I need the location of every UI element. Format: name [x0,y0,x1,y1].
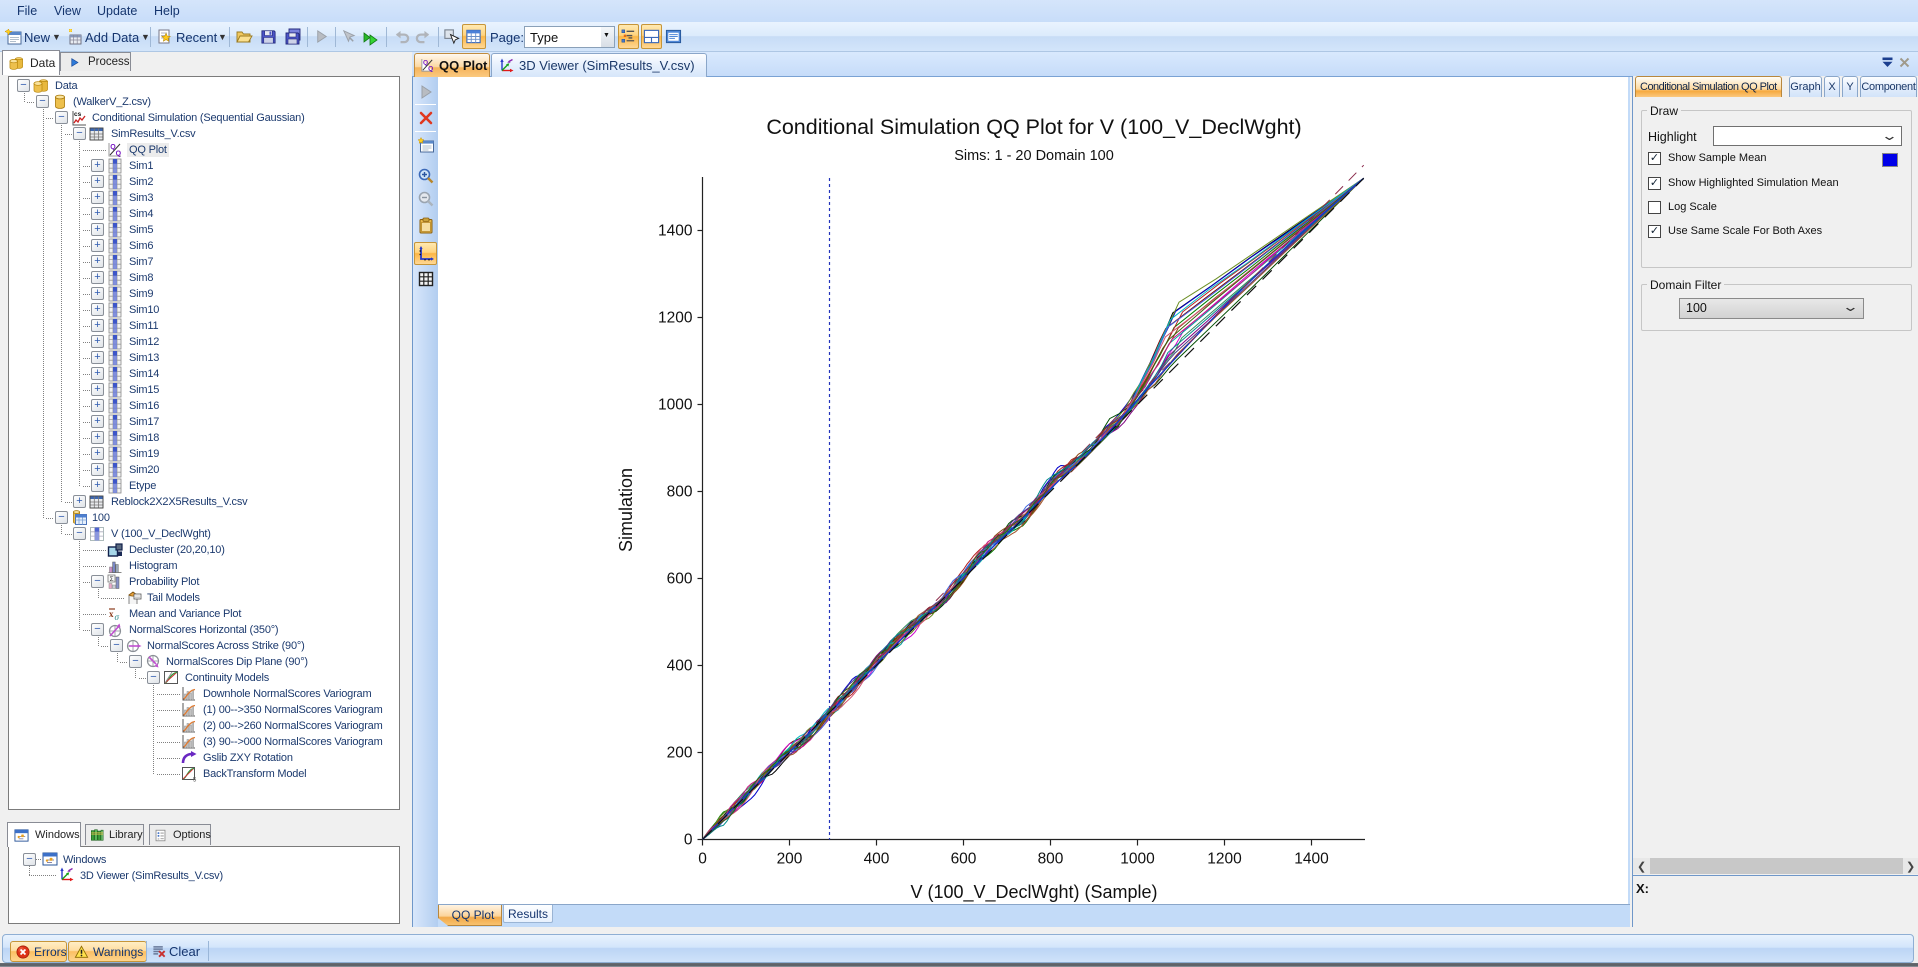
svg-text:Simulation: Simulation [616,468,636,552]
svg-text:V (100_V_DeclWght) (Sample): V (100_V_DeclWght) (Sample) [910,882,1157,903]
svg-text:800: 800 [1038,851,1064,868]
svg-text:600: 600 [951,851,977,868]
svg-text:0: 0 [698,851,707,868]
svg-text:200: 200 [777,851,803,868]
svg-text:1400: 1400 [1294,851,1329,868]
svg-text:1200: 1200 [658,310,693,327]
svg-text:1000: 1000 [658,397,693,414]
svg-text:1000: 1000 [1120,851,1155,868]
svg-text:Sims: 1 - 20 Domain 100: Sims: 1 - 20 Domain 100 [954,148,1114,164]
svg-text:0: 0 [684,832,693,849]
svg-text:200: 200 [667,745,693,762]
svg-text:Conditional Simulation QQ Plot: Conditional Simulation QQ Plot for V (10… [766,115,1301,139]
svg-text:600: 600 [667,571,693,588]
svg-text:400: 400 [667,658,693,675]
svg-text:1400: 1400 [658,223,693,240]
svg-text:1200: 1200 [1207,851,1242,868]
svg-text:400: 400 [864,851,890,868]
svg-text:800: 800 [667,484,693,501]
